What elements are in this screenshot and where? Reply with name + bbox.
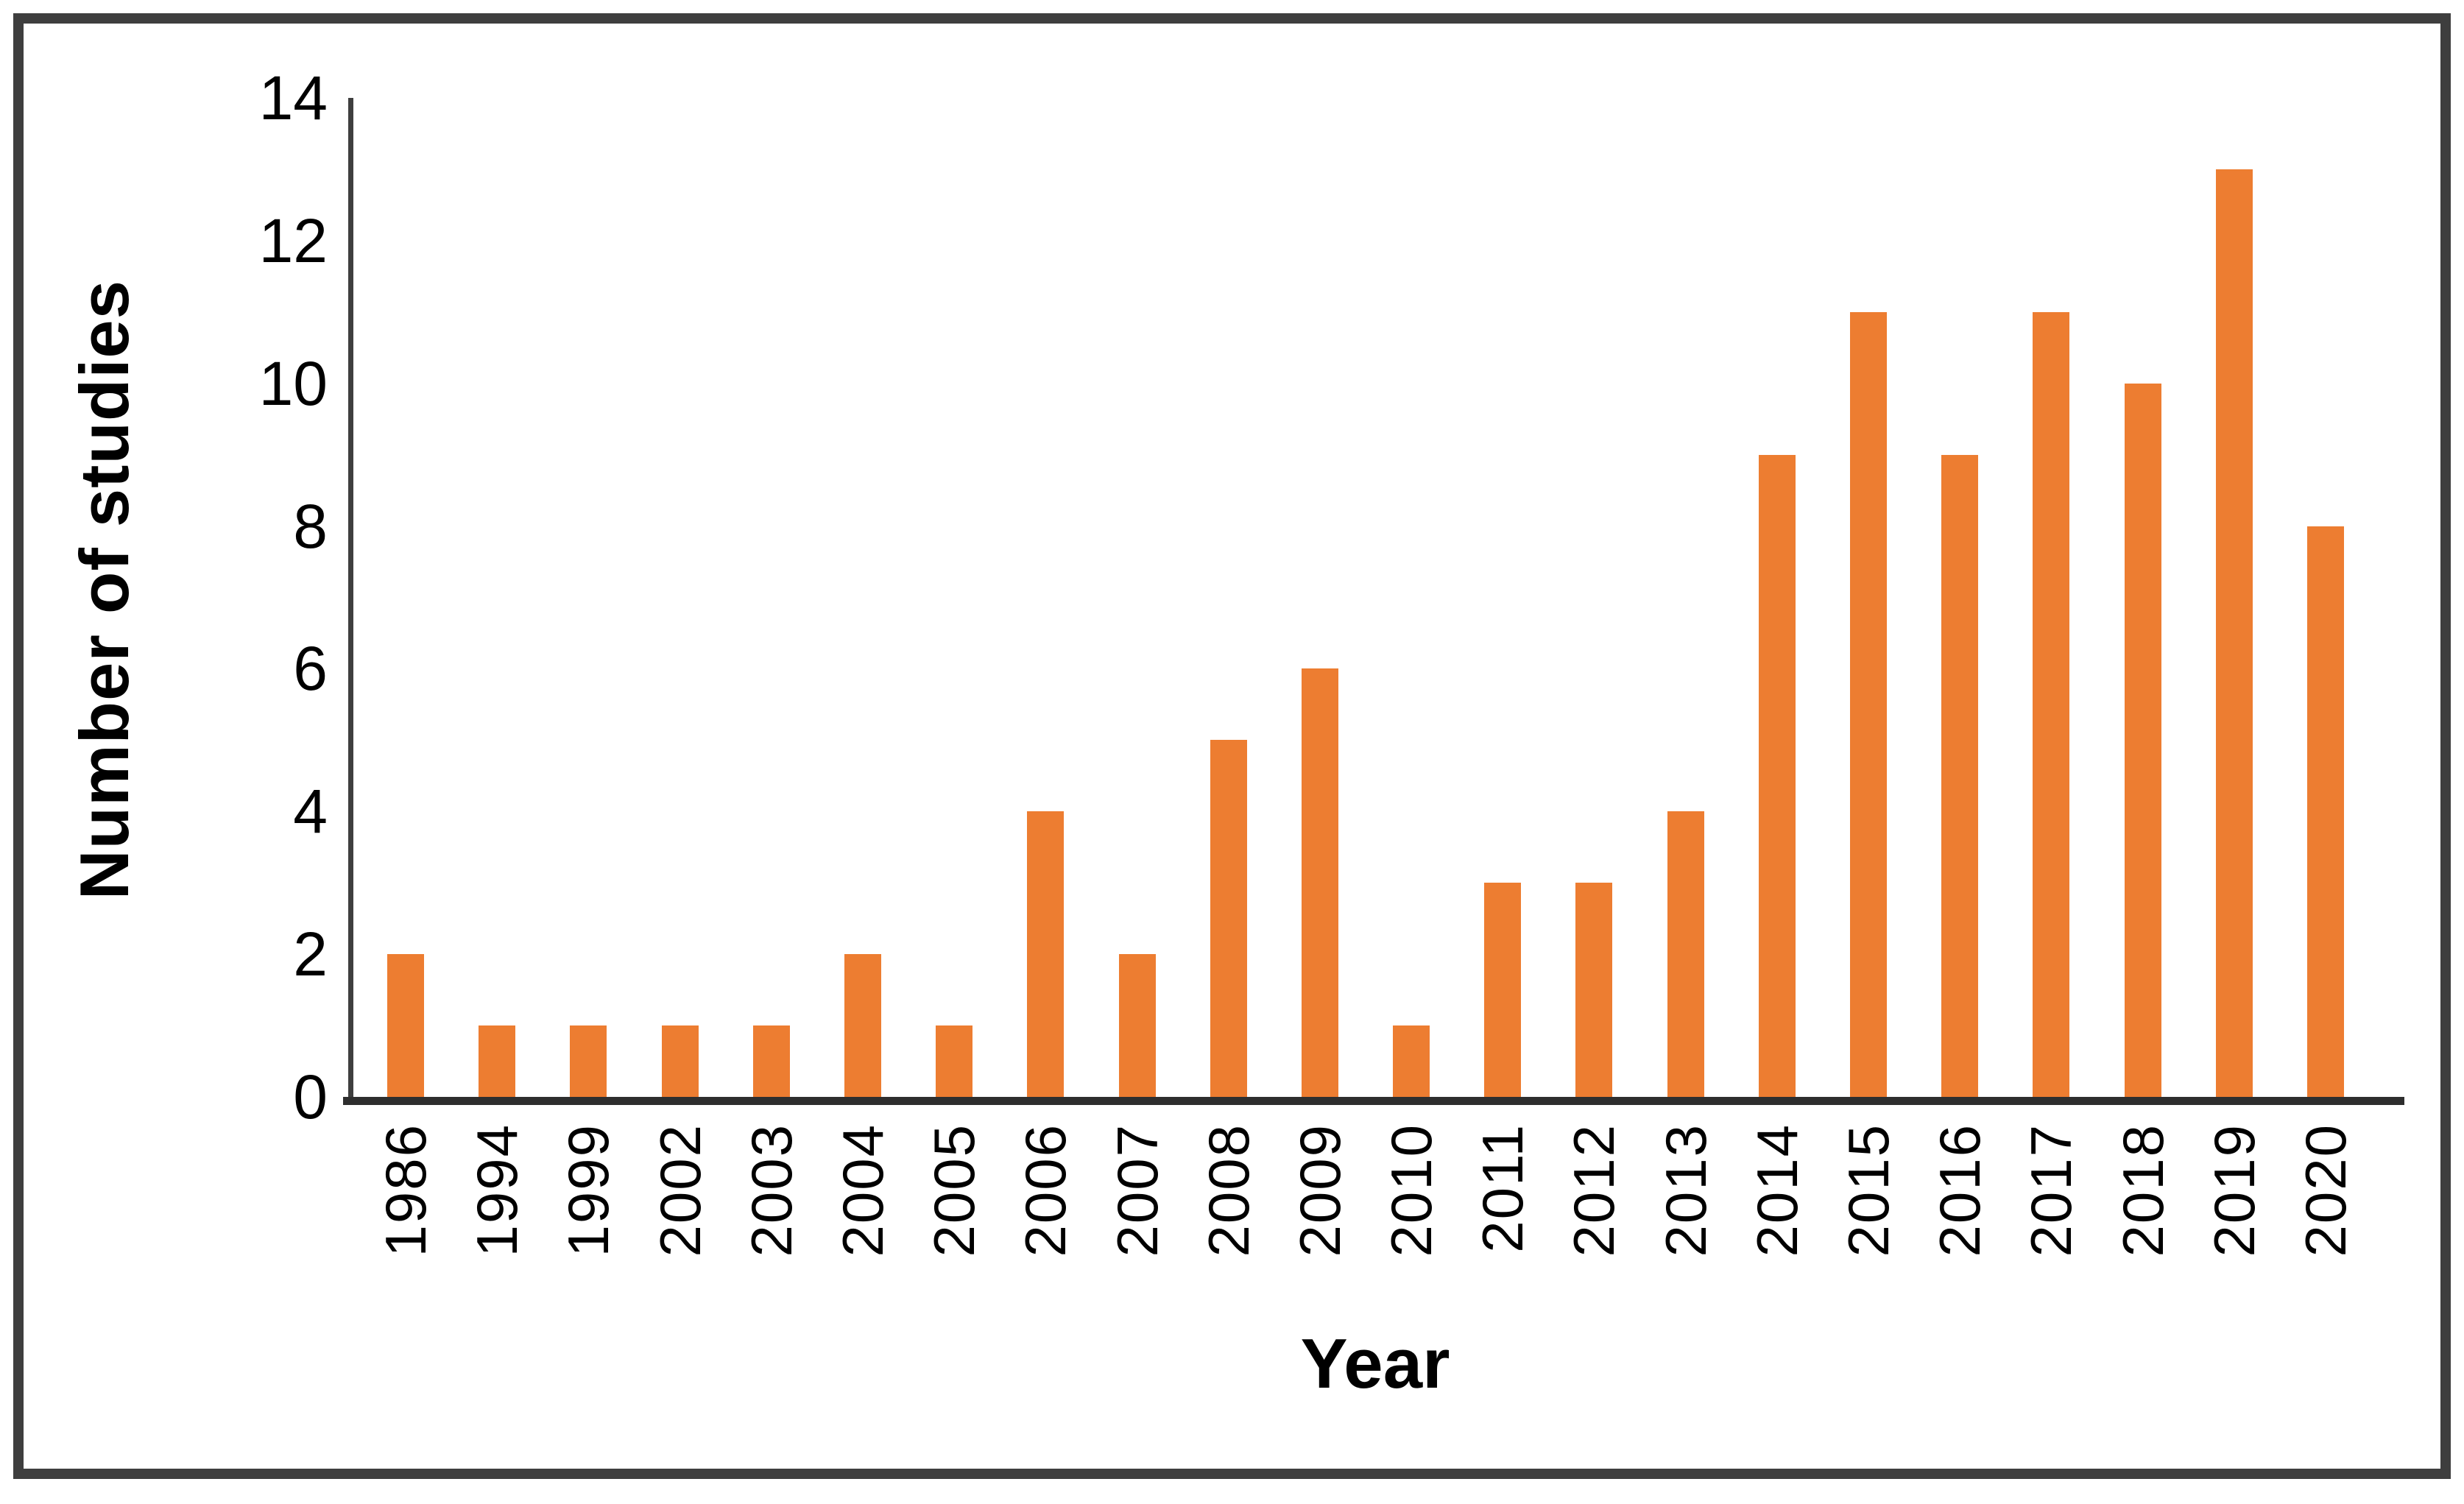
x-tick-label-2004: 2004 xyxy=(830,1123,895,1257)
bar-2008 xyxy=(1210,740,1247,1097)
bar-2006 xyxy=(1027,811,1065,1097)
x-tick-label-2006: 2006 xyxy=(1013,1123,1079,1257)
bar-2011 xyxy=(1484,883,1522,1097)
y-axis-line xyxy=(348,98,353,1104)
x-tick-label-2018: 2018 xyxy=(2110,1123,2175,1257)
x-axis-line xyxy=(343,1097,2404,1105)
bar-1986 xyxy=(387,954,424,1097)
x-tick-label-2019: 2019 xyxy=(2201,1123,2267,1257)
bar-2020 xyxy=(2306,526,2344,1097)
bar-2018 xyxy=(2124,383,2161,1097)
x-tick-label-2013: 2013 xyxy=(1653,1123,1718,1257)
y-tick-label-4: 4 xyxy=(293,777,328,847)
bar-2019 xyxy=(2215,169,2253,1097)
x-tick-label-2016: 2016 xyxy=(1927,1123,1993,1257)
bar-2007 xyxy=(1118,954,1156,1097)
x-tick-label-2010: 2010 xyxy=(1379,1123,1444,1257)
x-tick-label-2007: 2007 xyxy=(1104,1123,1170,1257)
x-tick-label-2017: 2017 xyxy=(2019,1123,2084,1257)
bar-2005 xyxy=(936,1025,973,1097)
x-axis-title: Year xyxy=(1300,1324,1450,1403)
x-tick-label-2014: 2014 xyxy=(1744,1123,1810,1257)
y-tick-label-14: 14 xyxy=(258,63,328,133)
x-tick-label-1986: 1986 xyxy=(373,1123,438,1257)
y-tick-label-2: 2 xyxy=(293,919,328,989)
y-tick-label-0: 0 xyxy=(293,1062,328,1131)
bar-2002 xyxy=(661,1025,699,1097)
bar-1994 xyxy=(479,1025,516,1097)
bar-2004 xyxy=(844,954,881,1097)
x-tick-label-2009: 2009 xyxy=(1287,1123,1352,1257)
x-tick-label-2002: 2002 xyxy=(647,1123,713,1257)
x-tick-label-2011: 2011 xyxy=(1470,1123,1536,1253)
bar-2016 xyxy=(1941,454,1979,1097)
x-tick-label-2005: 2005 xyxy=(922,1123,987,1257)
x-tick-label-1999: 1999 xyxy=(556,1123,621,1257)
bar-2010 xyxy=(1393,1025,1430,1097)
y-tick-label-10: 10 xyxy=(258,348,328,418)
x-tick-label-2008: 2008 xyxy=(1196,1123,1261,1257)
y-tick-label-8: 8 xyxy=(293,491,328,561)
bar-2015 xyxy=(1850,311,1888,1097)
bar-2013 xyxy=(1667,811,1704,1097)
x-tick-label-2020: 2020 xyxy=(2292,1123,2358,1257)
x-tick-label-2015: 2015 xyxy=(1836,1123,1902,1257)
bar-2014 xyxy=(1758,454,1796,1097)
x-tick-label-2003: 2003 xyxy=(738,1123,804,1257)
bar-2012 xyxy=(1575,883,1613,1097)
bar-2003 xyxy=(752,1025,790,1097)
bar-1999 xyxy=(570,1025,607,1097)
x-tick-label-1994: 1994 xyxy=(465,1123,530,1257)
bar-2009 xyxy=(1301,668,1338,1097)
bar-2017 xyxy=(2033,311,2070,1097)
y-tick-label-6: 6 xyxy=(293,634,328,704)
x-tick-label-2012: 2012 xyxy=(1561,1123,1627,1257)
y-tick-label-12: 12 xyxy=(258,205,328,275)
